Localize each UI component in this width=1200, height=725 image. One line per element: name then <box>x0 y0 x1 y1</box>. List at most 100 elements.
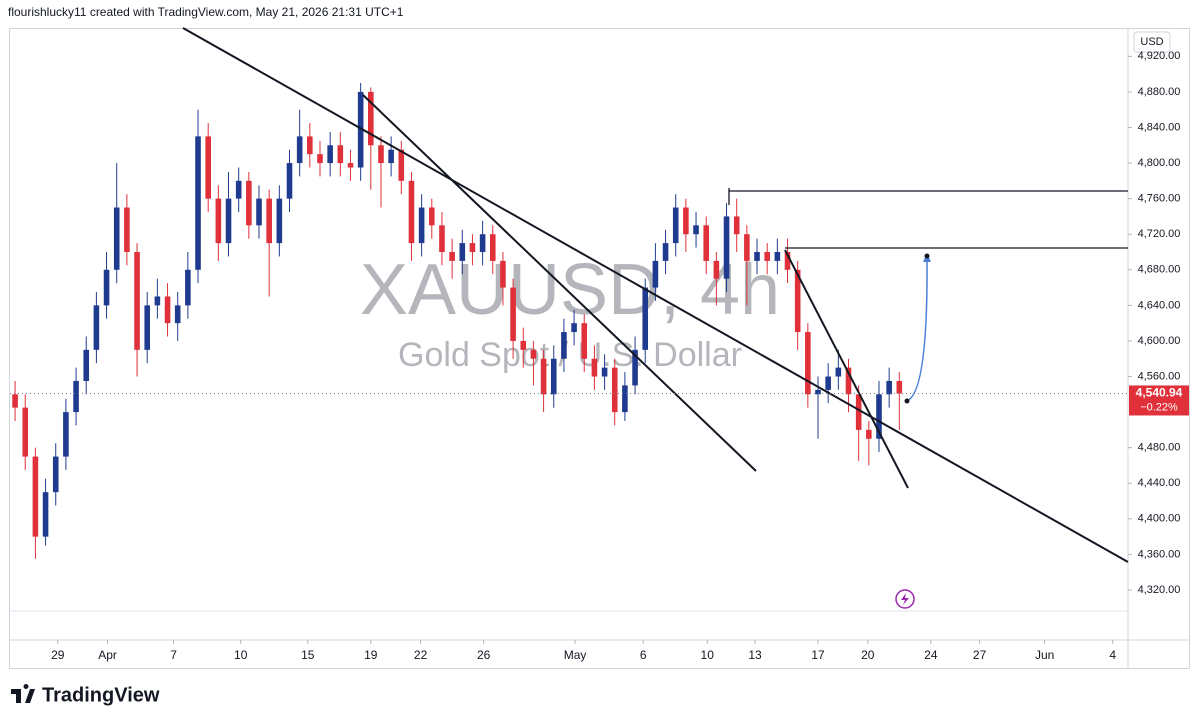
candle-body <box>845 367 852 395</box>
candle-body <box>591 358 598 377</box>
candle-body <box>235 180 242 199</box>
candle-body <box>855 394 862 430</box>
candle-body <box>164 296 171 324</box>
candle-body <box>540 358 547 395</box>
y-tick-label: 4,680.00 <box>1138 264 1181 276</box>
x-tick-label: May <box>564 648 587 662</box>
candle-body <box>174 305 181 324</box>
y-tick-label: 4,640.00 <box>1138 299 1181 311</box>
candle-body <box>93 305 100 350</box>
candle-body <box>418 207 425 244</box>
x-tick-label: 15 <box>301 648 315 662</box>
candle-body <box>825 376 831 390</box>
candle-body <box>794 269 801 333</box>
candle-body <box>744 234 750 261</box>
candle-body <box>296 136 303 164</box>
candle-body <box>12 394 18 408</box>
watermark-subtitle: Gold Spot / U.S. Dollar <box>398 336 742 374</box>
candle-body <box>428 207 435 226</box>
candle-body <box>642 287 649 350</box>
candle-body <box>22 407 29 457</box>
candle-body <box>693 225 699 235</box>
candle-body <box>144 305 151 350</box>
x-tick-label: 10 <box>234 648 248 662</box>
last-price-label: 4,540.94 <box>1136 386 1183 400</box>
candle-body <box>601 367 608 377</box>
candle-body <box>805 332 811 395</box>
candle-body <box>215 198 222 244</box>
candle-body <box>408 180 415 244</box>
candle-body <box>683 207 689 235</box>
candle-body <box>886 380 892 395</box>
y-tick-label: 4,880.00 <box>1138 86 1181 98</box>
frame <box>9 28 1190 669</box>
event-bolt <box>901 593 909 605</box>
candle-body <box>459 243 466 261</box>
y-tick-label: 4,840.00 <box>1138 121 1181 133</box>
x-tick-label: 27 <box>973 648 987 662</box>
candle-body <box>489 234 496 261</box>
watermark-title: XAUUSD, 4h <box>360 250 780 330</box>
candle-body <box>500 260 506 288</box>
candle-body <box>246 180 252 226</box>
currency[interactable]: USD <box>1140 36 1163 48</box>
x-tick-label: 10 <box>701 648 715 662</box>
candle-body <box>815 389 821 395</box>
x-tick-label: Apr <box>98 648 117 662</box>
y-tick-label: 4,720.00 <box>1138 228 1181 240</box>
candle-body <box>571 323 577 333</box>
y-tick-label: 4,600.00 <box>1138 335 1181 347</box>
candle-body <box>32 456 39 537</box>
y-tick-label: 4,800.00 <box>1138 157 1181 169</box>
trend-line[interactable] <box>784 249 909 489</box>
drawings <box>182 27 1129 563</box>
candle-body <box>276 198 283 244</box>
candle-body <box>42 492 49 537</box>
candle-body <box>835 367 842 377</box>
candle-body <box>307 136 313 155</box>
currency-box[interactable] <box>1133 31 1171 53</box>
x-tick-label: 19 <box>364 648 378 662</box>
candle-body <box>764 252 770 261</box>
logo: TradingView <box>11 684 160 706</box>
candle-body <box>723 216 730 279</box>
candle-body <box>774 252 781 261</box>
candle-body <box>83 349 90 381</box>
y-tick-label: 4,400.00 <box>1138 513 1181 525</box>
candle-body <box>63 412 69 457</box>
candle-body <box>398 149 405 181</box>
x-tick-label: 20 <box>861 648 875 662</box>
candle-body <box>195 136 201 270</box>
candle-body <box>662 243 669 261</box>
y-tick-label: 4,440.00 <box>1138 477 1181 489</box>
candle-body <box>754 252 760 261</box>
candle-body <box>317 154 323 164</box>
projection-arrow[interactable] <box>906 259 928 402</box>
candle-body <box>703 225 710 261</box>
trend-line[interactable] <box>362 94 757 472</box>
candle-body <box>550 358 557 395</box>
candle-body <box>652 260 659 288</box>
candle-body <box>713 260 720 279</box>
candle-body <box>357 91 364 168</box>
y-tick-label: 4,320.00 <box>1138 584 1181 596</box>
plot <box>12 83 903 559</box>
candle-body <box>337 145 344 164</box>
candle-body <box>266 198 272 244</box>
arrow-end <box>924 253 930 259</box>
x-tick-label: 13 <box>748 648 762 662</box>
candle-body <box>469 243 476 253</box>
arrow-start <box>904 398 910 404</box>
candle-body <box>124 207 130 253</box>
candle-body <box>866 429 872 439</box>
trend-line[interactable] <box>182 27 1129 563</box>
candle-body <box>733 216 740 235</box>
candle-body <box>876 394 882 439</box>
y-tick-label: 4,760.00 <box>1138 193 1181 205</box>
candle-body <box>113 207 120 270</box>
x-tick-label: 24 <box>924 648 938 662</box>
x-tick-label: 4 <box>1109 648 1116 662</box>
candle-body <box>185 269 191 306</box>
